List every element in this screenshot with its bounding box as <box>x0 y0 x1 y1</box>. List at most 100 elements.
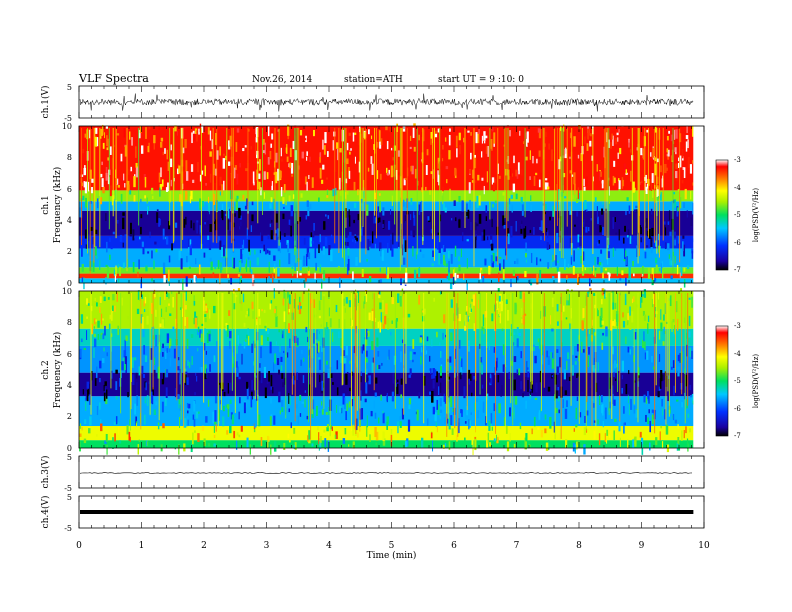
spectrogram-speckle <box>85 134 87 138</box>
spectrogram-speckle <box>473 445 474 455</box>
spectrogram-speckle <box>193 415 195 420</box>
spectrogram-speckle <box>206 351 207 355</box>
spectrogram-speckle <box>490 374 491 379</box>
spectrogram-speckle <box>192 180 194 183</box>
spectrogram-speckle <box>375 244 376 249</box>
spectrogram-speckle <box>312 177 314 188</box>
spectrogram-sferic-streak <box>91 293 92 415</box>
spectrogram-speckle <box>635 410 637 418</box>
spectrogram-speckle <box>448 261 449 272</box>
spectrogram-speckle <box>680 353 681 363</box>
spectrogram-speckle <box>195 318 197 328</box>
spectrogram-speckle <box>438 233 439 235</box>
spectrogram-speckle <box>312 443 314 446</box>
spectrogram-speckle <box>349 171 350 179</box>
spectrogram-speckle <box>337 149 338 160</box>
spectrogram-speckle <box>514 303 516 315</box>
spectrogram-speckle <box>124 128 125 138</box>
spectrogram-speckle <box>436 422 437 427</box>
spectrogram-speckle <box>245 339 247 341</box>
spectrogram-speckle <box>269 436 270 441</box>
spectrogram-speckle <box>327 190 328 196</box>
spectrogram-speckle <box>688 157 690 168</box>
spectrogram-speckle <box>280 242 281 252</box>
spectrogram-speckle <box>485 205 487 212</box>
ch2-spectrogram-image <box>79 288 704 455</box>
spectrogram-speckle <box>88 303 90 306</box>
x-tick-label-3: 3 <box>264 541 270 551</box>
spectrogram-speckle <box>449 441 451 449</box>
spectrogram-speckle <box>579 237 581 247</box>
spectrogram-speckle <box>644 289 646 298</box>
spectrogram-speckle <box>207 219 208 226</box>
spectrogram-speckle <box>289 339 290 348</box>
spectrogram-speckle <box>154 242 156 245</box>
spectrogram-sferic-streak <box>497 128 498 265</box>
spectrogram-speckle <box>397 380 398 383</box>
spectrogram-speckle <box>409 398 411 404</box>
spectrogram-speckle <box>387 243 388 253</box>
spectrogram-speckle <box>346 242 348 246</box>
spectrogram-speckle <box>260 347 261 358</box>
spectrogram-speckle <box>526 401 527 409</box>
spectrogram-speckle <box>629 205 631 213</box>
spectrogram-speckle <box>414 270 416 279</box>
spectrogram-speckle <box>643 331 644 341</box>
spectrogram-speckle <box>462 232 463 241</box>
spectrogram-speckle <box>337 387 338 395</box>
spectrogram-speckle <box>249 260 250 272</box>
spectrogram-speckle <box>635 206 637 208</box>
spectrogram-speckle <box>458 265 460 272</box>
spectrogram-speckle <box>348 444 349 446</box>
spectrogram-speckle <box>154 370 156 377</box>
spectrogram-speckle <box>588 356 589 367</box>
spectrogram-sferic-streak <box>672 128 673 273</box>
ch1-freq-tick-6: 6 <box>67 185 72 194</box>
spectrogram-speckle <box>455 246 456 257</box>
spectrogram-speckle <box>271 230 273 239</box>
spectrogram-speckle <box>469 420 471 427</box>
spectrogram-speckle <box>525 157 527 161</box>
spectrogram-sferic-streak <box>176 293 177 400</box>
spectrogram-speckle <box>354 133 356 135</box>
spectrogram-speckle <box>600 250 602 254</box>
spectrogram-speckle <box>472 180 473 183</box>
spectrogram-speckle <box>199 264 201 274</box>
spectrogram-sferic-streak <box>120 293 121 413</box>
spectrogram-speckle <box>646 397 647 404</box>
spectrogram-speckle <box>494 403 496 411</box>
spectrogram-speckle <box>213 443 215 446</box>
spectrogram-speckle <box>271 197 273 202</box>
spectrogram-speckle <box>379 130 381 141</box>
spectrogram-speckle <box>534 356 536 363</box>
spectrogram-speckle <box>675 163 677 168</box>
spectrogram-band-4 <box>79 236 693 249</box>
spectrogram-speckle <box>400 416 401 420</box>
spectrogram-speckle <box>523 228 525 238</box>
spectrogram-sferic-streak <box>308 293 309 422</box>
spectrogram-speckle <box>495 179 496 183</box>
spectrogram-speckle <box>209 240 211 250</box>
spectrogram-speckle <box>403 258 405 265</box>
spectrogram-sferic-streak <box>285 293 286 418</box>
spectrogram-sferic-streak <box>595 293 596 434</box>
spectrogram-speckle <box>655 437 657 445</box>
spectrogram-speckle <box>228 383 229 394</box>
spectrogram-speckle <box>689 385 691 390</box>
spectrogram-speckle <box>177 366 179 370</box>
spectrogram-speckle <box>375 413 377 419</box>
spectrogram-speckle <box>531 253 532 263</box>
spectrogram-speckle <box>458 418 459 426</box>
spectrogram-speckle <box>307 435 308 442</box>
spectrogram-speckle <box>371 136 372 140</box>
spectrogram-speckle <box>551 260 552 268</box>
spectrogram-speckle <box>84 181 85 187</box>
spectrogram-speckle <box>299 217 301 222</box>
spectrogram-speckle <box>103 333 105 339</box>
spectrogram-speckle <box>578 235 580 243</box>
spectrogram-speckle <box>239 269 240 272</box>
spectrogram-speckle <box>686 135 688 139</box>
spectrogram-sferic-streak <box>685 293 686 423</box>
spectrogram-speckle <box>321 324 322 327</box>
spectrogram-sferic-streak <box>140 293 141 429</box>
